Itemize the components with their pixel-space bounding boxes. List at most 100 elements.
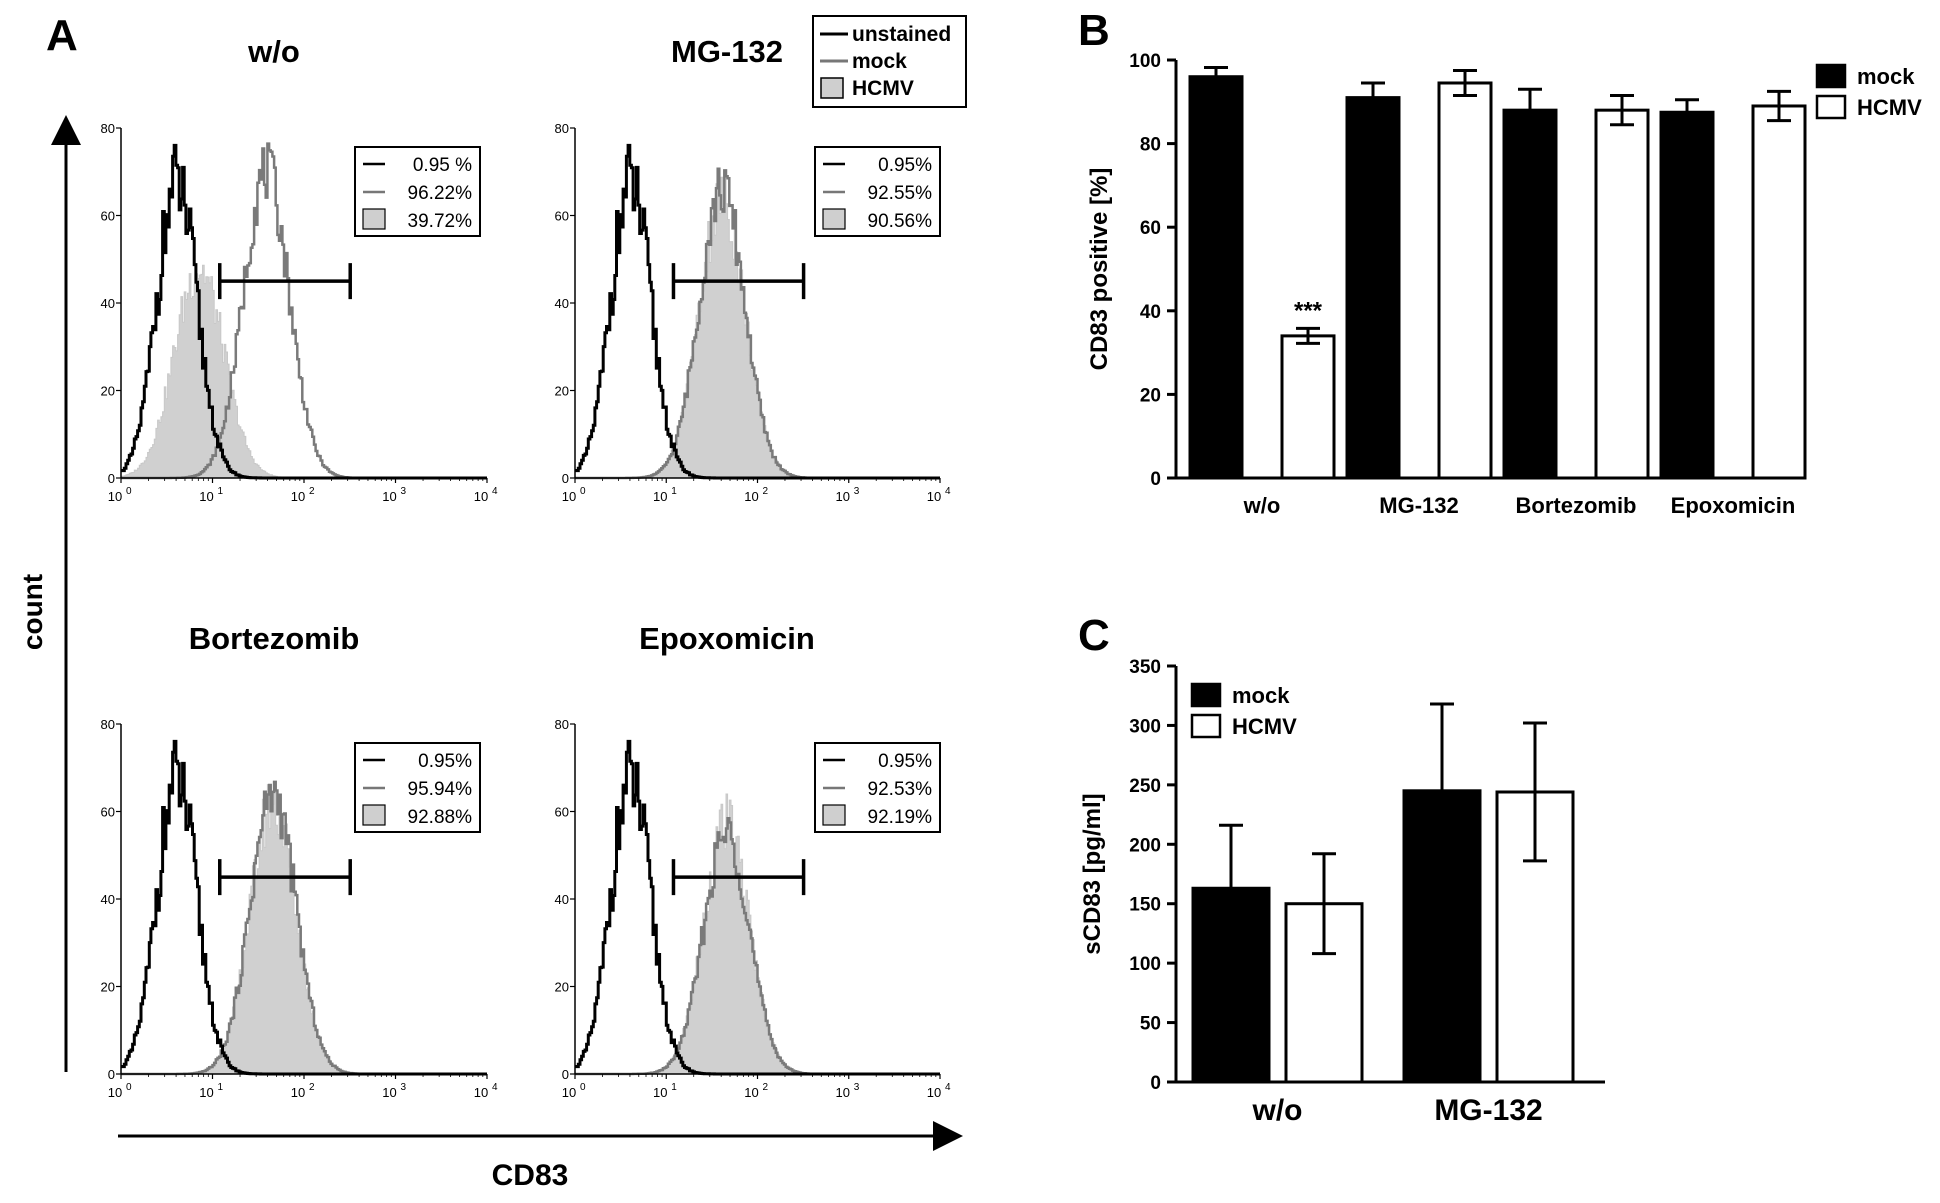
y-tick-label: 80 [1140,135,1161,156]
x-tick-exponent: 0 [126,1082,132,1093]
histogram-title: w/o [247,34,300,69]
stats-value: 95.94% [408,779,473,800]
x-tick-label: 10 [653,1085,667,1100]
y-tick-label: 20 [555,980,569,995]
y-tick-label: 40 [101,892,115,907]
y-tick-label: 40 [555,296,569,311]
y-tick-label: 0 [1150,469,1161,490]
x-tick-label: 10 [382,1085,396,1100]
stats-value: 90.56% [868,211,933,232]
y-tick-label: 80 [101,717,115,732]
bar-hcmv [1751,104,1807,480]
legend-swatch-mock [1190,682,1222,708]
legend-swatch-hcmv [1815,94,1847,120]
y-tick-label: 80 [555,717,569,732]
cd83-axis-label: CD83 [492,1159,569,1192]
y-tick-label: 60 [101,209,115,224]
y-tick-label: 0 [108,1067,115,1082]
y-tick-label: 100 [1129,51,1161,72]
y-tick-label: 40 [555,892,569,907]
y-tick-label: 60 [1140,218,1161,239]
y-tick-label: 60 [555,805,569,820]
y-tick-label: 0 [562,471,569,486]
significance-marker: *** [1294,297,1323,324]
x-tick-label: 10 [291,1085,305,1100]
x-tick-exponent: 4 [945,1082,951,1093]
legend-label-mock: mock [1232,683,1290,708]
legend-label-hcmv: HCMV [1857,95,1922,120]
y-axis-title: sCD83 [pg/ml] [1079,793,1106,954]
legend-label-hcmv: HCMV [1232,714,1297,739]
stats-hcmv-swatch [362,804,386,826]
x-tick-label: 10 [474,489,488,504]
y-tick-label: 250 [1129,776,1161,797]
bar-mock [1402,789,1482,1084]
y-tick-label: 100 [1129,954,1161,975]
x-tick-label: 10 [836,489,850,504]
x-tick-label: 10 [927,1085,941,1100]
stats-value: 39.72% [408,211,473,232]
category-label: MG-132 [1434,1094,1542,1127]
x-tick-label: 10 [474,1085,488,1100]
x-tick-exponent: 3 [854,486,860,497]
panel-label-b: B [1078,6,1110,55]
x-tick-exponent: 2 [309,1082,315,1093]
x-tick-label: 10 [108,1085,122,1100]
x-tick-exponent: 3 [401,486,407,497]
x-tick-exponent: 4 [492,1082,498,1093]
category-label: MG-132 [1379,493,1458,518]
stats-value: 92.55% [868,183,933,204]
stats-value: 92.88% [408,807,473,828]
x-tick-label: 10 [927,489,941,504]
category-label: w/o [1252,1094,1303,1127]
bar-hcmv [1594,108,1650,480]
panel-label-c: C [1078,611,1110,660]
x-tick-exponent: 0 [126,486,132,497]
bar-mock [1188,75,1244,480]
y-tick-label: 20 [1140,385,1161,406]
panel-b-bar-chart: 0 20 40 60 80 100 CD83 positive [%] w/o MG-132 Bo… [1086,51,1922,518]
x-tick-exponent: 4 [945,486,951,497]
histogram-title: Epoxomicin [639,621,815,656]
y-tick-label: 0 [108,471,115,486]
x-tick-exponent: 0 [580,486,586,497]
x-tick-exponent: 0 [580,1082,586,1093]
x-tick-label: 10 [562,489,576,504]
panel-a-legend: unstained mock HCMV [812,15,967,108]
hcmv-histogram [575,793,940,1075]
legend-label-mock: mock [1857,64,1915,89]
y-tick-label: 20 [101,980,115,995]
y-tick-label: 60 [101,805,115,820]
histogram-title: MG-132 [671,34,783,69]
y-tick-label: 20 [555,384,569,399]
y-tick-label: 0 [562,1067,569,1082]
x-tick-exponent: 1 [218,1082,224,1093]
y-tick-label: 60 [555,209,569,224]
bar-mock [1191,886,1271,1084]
y-tick-label: 80 [101,121,115,136]
bar-mock [1502,108,1558,480]
x-tick-exponent: 1 [218,486,224,497]
category-label: Bortezomib [1516,493,1637,518]
y-tick-label: 300 [1129,716,1161,737]
y-tick-label: 0 [1150,1073,1161,1094]
y-tick-label: 40 [1140,302,1161,323]
category-label: w/o [1243,493,1281,518]
y-tick-label: 40 [101,296,115,311]
y-axis-title: CD83 positive [%] [1086,168,1113,371]
x-tick-exponent: 4 [492,486,498,497]
legend-hcmv-swatch [820,77,844,99]
bar-hcmv [1437,81,1493,480]
legend-unstained-label: unstained [852,23,951,46]
x-tick-label: 10 [382,489,396,504]
legend-hcmv-label: HCMV [852,77,914,100]
y-tick-label: 80 [555,121,569,136]
bar-mock [1659,110,1715,480]
legend-swatch-hcmv [1190,713,1222,739]
y-tick-label: 50 [1140,1014,1161,1035]
stats-hcmv-swatch [822,208,846,230]
